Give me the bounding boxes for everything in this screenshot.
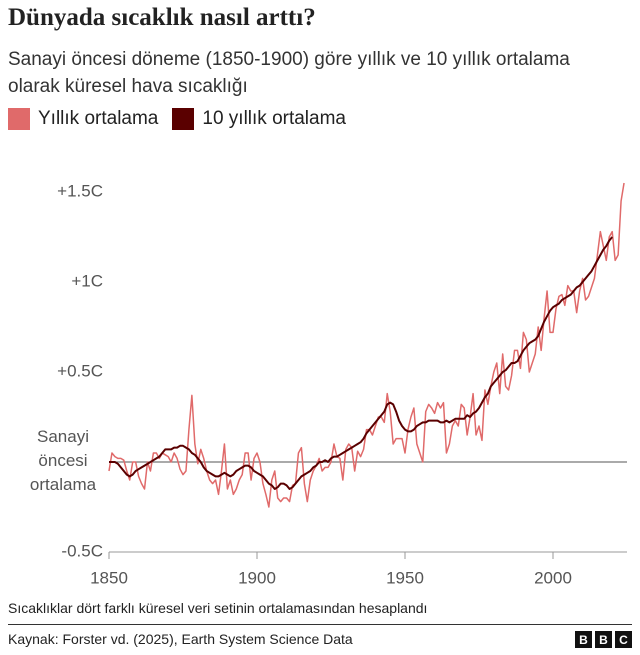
legend-item: Yıllık ortalama: [8, 108, 158, 130]
y-tick-label: +1C: [71, 271, 103, 290]
legend-swatch: [8, 108, 30, 130]
x-tick-label: 1950: [386, 568, 424, 587]
logo-letter: B: [595, 631, 612, 648]
y-tick-label: +1.5C: [57, 181, 103, 200]
x-tick-label: 1900: [238, 568, 276, 587]
legend-swatch: [172, 108, 195, 130]
x-tick-label: 1850: [90, 568, 128, 587]
reference-label-line: ortalama: [30, 475, 97, 494]
reference-label: Sanayi öncesi ortalama: [30, 427, 97, 494]
legend: Yıllık ortalama 10 yıllık ortalama: [8, 108, 346, 130]
y-tick-label: -0.5C: [61, 541, 103, 560]
title: Dünyada sıcaklık nasıl arttı?: [8, 4, 316, 31]
note: Sıcaklıklar dört farklı küresel veri set…: [8, 600, 428, 616]
reference-label-line: öncesi: [38, 451, 87, 470]
reference-label-line: Sanayi: [37, 427, 89, 446]
subtitle: Sanayi öncesi döneme (1850-1900) göre yı…: [8, 49, 570, 97]
chart: -0.5C Sanayi öncesi ortalama +0.5C +1C +1.5C 18…: [30, 181, 627, 587]
legend-label: Yıllık ortalama: [38, 108, 159, 129]
logo-letter: C: [615, 631, 632, 648]
x-tick-label: 2000: [534, 568, 572, 587]
series-line: [108, 182, 625, 508]
source: Kaynak: Forster vd. (2025), Earth System…: [8, 631, 353, 647]
logo-letter: B: [575, 631, 592, 648]
separator: [8, 624, 632, 625]
y-tick-label: +0.5C: [57, 361, 103, 380]
legend-label: 10 yıllık ortalama: [202, 108, 346, 129]
legend-item: 10 yıllık ortalama: [172, 108, 346, 130]
series-line: [109, 236, 613, 490]
